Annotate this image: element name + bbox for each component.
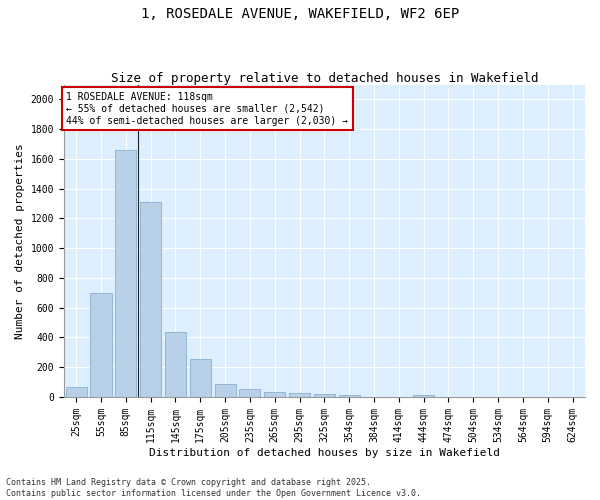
Bar (115, 150, 136, 397)
Bar (338, 394, 360, 397)
Bar (264, 392, 285, 397)
Text: Contains HM Land Registry data © Crown copyright and database right 2025.
Contai: Contains HM Land Registry data © Crown c… (6, 478, 421, 498)
X-axis label: Distribution of detached houses by size in Wakefield: Distribution of detached houses by size … (149, 448, 500, 458)
Bar (65, 388, 87, 397)
Bar (413, 394, 434, 397)
Title: Size of property relative to detached houses in Wakefield: Size of property relative to detached ho… (110, 72, 538, 85)
Bar (289, 394, 310, 397)
Bar (239, 389, 260, 397)
Bar (165, 332, 186, 397)
Text: 1, ROSEDALE AVENUE, WAKEFIELD, WF2 6EP: 1, ROSEDALE AVENUE, WAKEFIELD, WF2 6EP (141, 8, 459, 22)
Text: 1 ROSEDALE AVENUE: 118sqm
← 55% of detached houses are smaller (2,542)
44% of se: 1 ROSEDALE AVENUE: 118sqm ← 55% of detac… (67, 92, 349, 126)
Bar (91, 293, 112, 397)
Bar (215, 384, 236, 397)
Bar (190, 359, 211, 397)
Y-axis label: Number of detached properties: Number of detached properties (15, 143, 25, 338)
Bar (314, 394, 335, 397)
Bar (140, 202, 161, 397)
